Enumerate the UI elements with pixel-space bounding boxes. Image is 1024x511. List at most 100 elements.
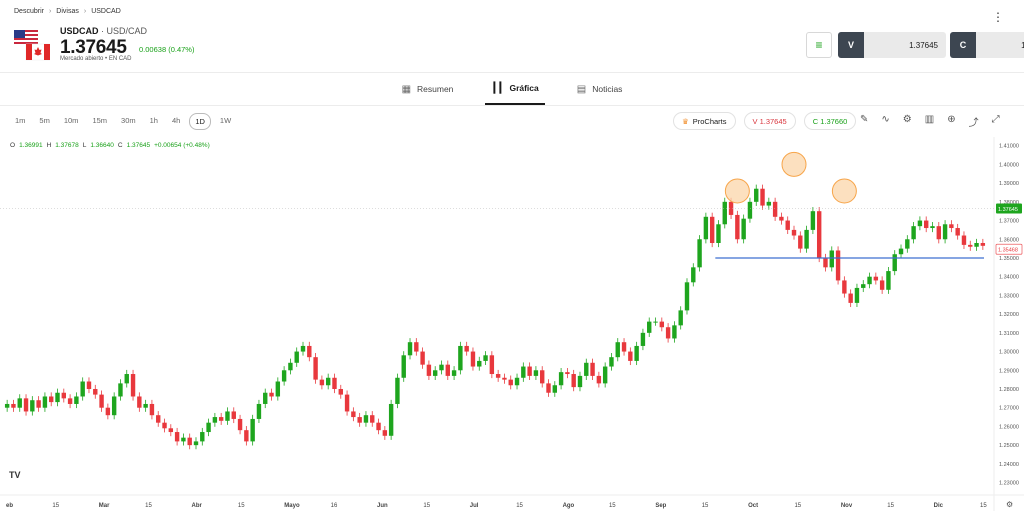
candle-body [370,415,375,423]
candle-body [628,351,633,361]
candle-body [558,372,564,386]
ohlc-readout: O 1.36991 H 1.37678 L 1.36640 C 1.37645 +0.0… [10,142,210,149]
tab-summary[interactable]: ▦ Resumen [396,73,460,105]
buy-price: 1.37660 [976,32,1024,58]
y-tick-label: 1.33000 [999,293,1019,299]
candle-body [401,355,406,378]
timeframe-10m[interactable]: 10m [63,116,79,125]
chart-type-icon[interactable]: ▥ [924,114,935,125]
x-tick-label: 15 [145,503,152,509]
breadcrumb-currencies[interactable]: Divisas [56,8,79,15]
timeframe-15m[interactable]: 15m [92,116,108,125]
candle-body [477,360,482,367]
candle-body [124,374,129,384]
y-tick-label: 1.37000 [999,219,1019,225]
breadcrumb-discover[interactable]: Descubrir [14,8,44,15]
candle-body [741,218,746,240]
candle-body [873,276,879,281]
candle-body [936,226,941,240]
candle-body [728,201,734,215]
x-tick-label: Sep [655,503,666,509]
candle-body [256,403,262,419]
timeframe-1d[interactable]: 1D [189,113,211,130]
candle-body [458,345,463,371]
candle-body [451,370,457,376]
candle-body [143,403,148,408]
ohlc-high: 1.37678 [55,142,79,149]
candle-body [540,370,545,384]
candle-body [218,417,224,421]
candle-body [716,224,721,244]
instrument-header: USDCAD · USD/CAD 1.37645 0.00638 (0.47%)… [14,26,1024,66]
timeframe-1m[interactable]: 1m [15,116,26,125]
sell-pill-button[interactable]: V 1.37645 [743,112,796,130]
breadcrumb: Descubrir › Divisas › USDCAD [14,8,121,15]
chart-toolbar: ♛ ProCharts V 1.37645 C 1.37660 [673,112,857,130]
tab-bar: ▦ Resumen ┃┃ Gráfica ▤ Noticias [0,73,1024,105]
candle-body [659,321,665,328]
top-highlight-circle [724,178,750,204]
buy-pill-button[interactable]: C 1.37660 [803,112,857,130]
tab-chart-label: Gráfica [509,83,539,93]
candle-body [949,224,954,229]
chevron-right-icon: › [48,8,52,15]
candle-body [294,351,299,363]
tab-chart[interactable]: ┃┃ Gráfica [485,73,545,105]
candle-body [590,362,595,376]
candle-body [546,383,551,393]
candle-body [162,422,167,429]
ticker-symbol: USDCAD [60,26,99,36]
more-options-icon[interactable]: ⋮ [992,10,1004,24]
candle-body [313,357,318,380]
price-chart[interactable]: 1.41000 1.40000 1.39000 1.38000 1.37000 1.360… [0,137,1024,511]
candle-body [697,239,702,268]
candle-body [665,327,671,339]
candle-body [911,226,916,240]
draw-pencil-icon[interactable]: ✎ [860,114,869,125]
candle-body [577,375,583,388]
ohlc-high-label: H [46,142,52,149]
buy-button[interactable]: C 1.37660 [950,32,1024,58]
sell-price: 1.37645 [864,32,946,58]
breadcrumb-current: USDCAD [91,8,121,15]
candle-body [118,383,123,397]
y-tick-label: 1.25000 [999,443,1019,449]
candle-body [344,394,350,412]
secondary-price-tag [995,243,1023,255]
timeframe-30m[interactable]: 30m [121,116,136,125]
ohlc-low: 1.36640 [90,142,114,149]
candle-body [798,235,803,249]
ohlc-close: 1.37645 [126,142,151,149]
indicators-icon[interactable]: ∿ [881,114,890,125]
y-tick-label: 1.38000 [999,200,1019,206]
procharts-button[interactable]: ♛ ProCharts [673,112,736,130]
candle-body [212,417,218,423]
x-tick-label: 15 [516,503,523,509]
x-tick-label: Dic [934,503,944,509]
candle-body [414,342,419,352]
settings-gear-icon[interactable]: ⚙ [902,114,912,125]
candle-body [99,394,104,408]
fullscreen-icon[interactable]: ⤢ [991,114,1000,125]
candle-body [754,188,759,202]
tab-news[interactable]: ▤ Noticias [571,73,629,105]
candle-body [653,321,658,323]
sell-button[interactable]: V 1.37645 [838,32,946,58]
candle-body [835,250,841,281]
candle-body [237,418,243,431]
candle-body [804,229,809,249]
chevron-right-icon: › [83,8,87,15]
candle-body [225,411,230,421]
timeframe-4h[interactable]: 4h [171,116,181,125]
candle-body [357,417,362,423]
timeframe-1w[interactable]: 1W [219,116,232,125]
add-compare-icon[interactable]: ⊕ [947,114,956,125]
y-tick-label: 1.30000 [999,350,1019,356]
add-to-watchlist-button[interactable]: ≡ [806,32,832,58]
ohlc-open-label: O [10,142,16,149]
timeframe-5m[interactable]: 5m [39,116,50,125]
share-icon[interactable]: ⤴ [968,118,979,129]
timeframe-1h[interactable]: 1h [149,116,158,125]
timeframe-selector: 1m 5m 10m 15m 30m 1h 4h 1D 1W [10,113,236,130]
candle-body [376,422,381,431]
